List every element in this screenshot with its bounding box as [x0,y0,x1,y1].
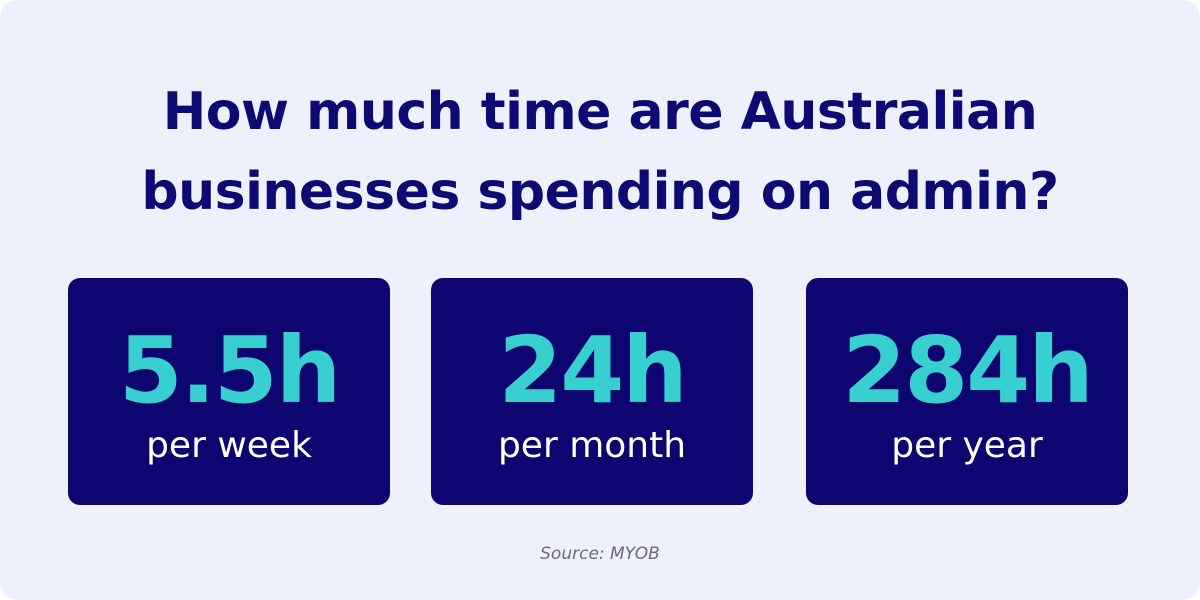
stat-value: 284h [842,317,1094,424]
stat-card: 24h per month [431,278,753,505]
stat-card: 5.5h per week [68,278,390,505]
source: Source: MYOB [540,544,660,564]
stat-card: 284h per year [806,278,1128,505]
stat-label: per month [497,425,687,466]
stat-label: per year [891,425,1043,466]
stat-value: 24h [498,317,688,424]
stat-label: per week [146,425,312,466]
stat-value: 5.5h [118,317,341,424]
title: How much time are Australian businesses … [141,82,1059,222]
